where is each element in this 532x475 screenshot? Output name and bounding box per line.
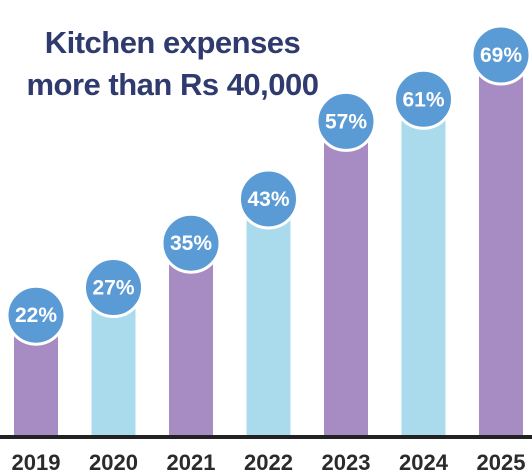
- bar-2021: [169, 243, 213, 437]
- x-tick-2021: 2021: [167, 450, 216, 475]
- data-label-bubble-2025: [470, 24, 532, 86]
- bar-2025: [479, 55, 523, 437]
- data-label-bubble-2020: [83, 257, 144, 319]
- data-label-bubble-2023: [315, 90, 377, 152]
- x-tick-2019: 2019: [12, 450, 61, 475]
- data-label-bubble-2019: [5, 284, 67, 346]
- chart-title-line1: Kitchen expenses: [44, 25, 301, 60]
- data-label-2025: 69%: [480, 44, 522, 67]
- x-tick-2023: 2023: [322, 450, 371, 475]
- x-tick-labels: 2019 2020 2021 2022 2023 2024 2025: [12, 450, 526, 475]
- data-label-2022: 43%: [247, 188, 289, 211]
- data-label-2023: 57%: [325, 110, 367, 133]
- data-label-bubble-2022: [238, 168, 299, 230]
- chart-title: Kitchen expenses more than Rs 40,000: [0, 22, 345, 106]
- x-tick-2020: 2020: [89, 450, 138, 475]
- data-label-2024: 61%: [402, 88, 444, 111]
- bar-2024: [401, 99, 446, 437]
- bar-2023: [324, 121, 368, 437]
- data-label-bubble-2021: [160, 212, 222, 274]
- x-tick-2024: 2024: [399, 450, 449, 475]
- x-tick-2022: 2022: [244, 450, 293, 475]
- data-label-2020: 27%: [92, 277, 134, 300]
- x-tick-2025: 2025: [477, 450, 526, 475]
- chart-title-line2: more than Rs 40,000: [26, 67, 319, 102]
- data-labels-layer: 22% 27% 35% 43% 57% 61% 69%: [5, 24, 532, 346]
- data-label-2021: 35%: [170, 232, 212, 255]
- data-label-bubble-2024: [393, 68, 454, 130]
- data-label-2019: 22%: [15, 304, 57, 327]
- bar-2022: [246, 198, 291, 437]
